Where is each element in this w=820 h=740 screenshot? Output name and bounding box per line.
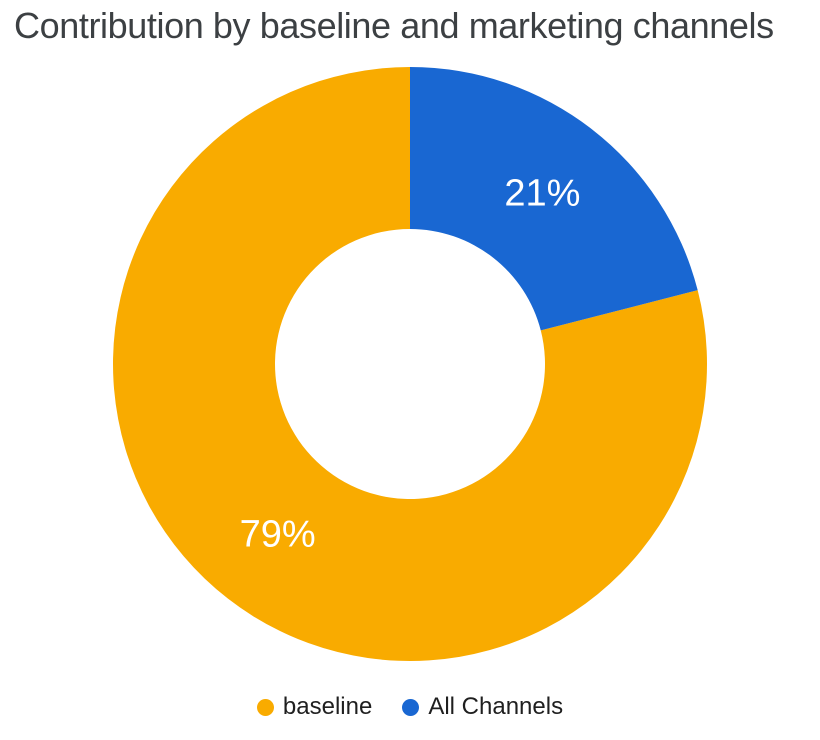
slice-label-all-channels: 21%: [504, 172, 580, 214]
chart-legend: baseline All Channels: [0, 691, 820, 723]
legend-dot-all-channels: [402, 698, 420, 716]
chart-title: Contribution by baseline and marketing c…: [14, 5, 774, 46]
legend-label: baseline: [282, 693, 373, 720]
pie-slice-baseline[interactable]: [113, 67, 708, 661]
pie-slice-all-channels[interactable]: [410, 67, 698, 331]
legend-item-all-channels[interactable]: All Channels: [402, 693, 563, 721]
legend-label: All Channels: [428, 693, 564, 720]
legend-item-baseline[interactable]: baseline: [256, 693, 373, 721]
slice-label-baseline: 79%: [240, 514, 316, 556]
legend-dot-baseline: [256, 698, 274, 716]
